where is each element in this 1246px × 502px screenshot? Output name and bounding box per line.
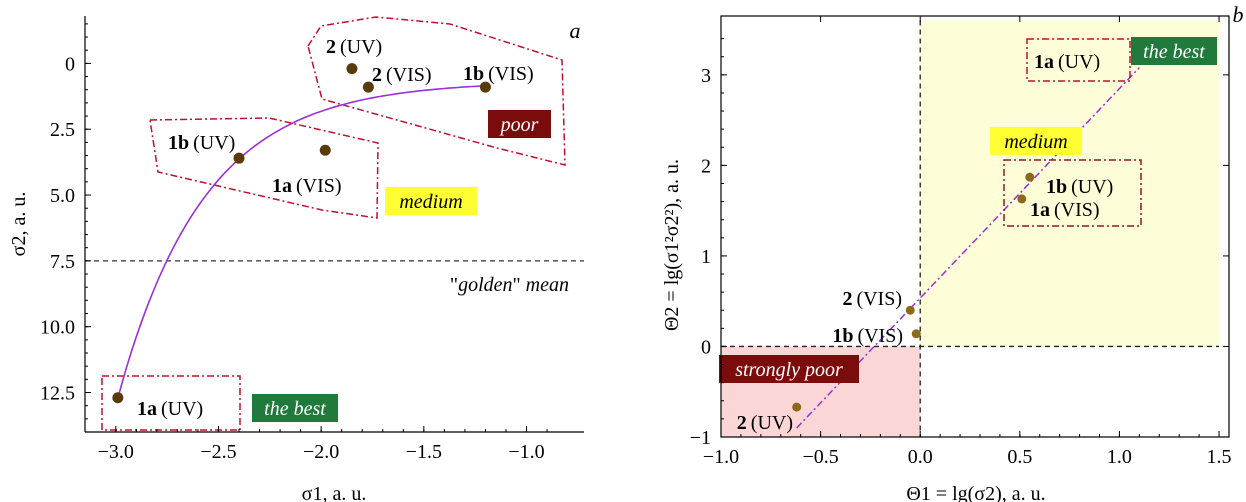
region-badge (719, 355, 859, 383)
point-label: 1b (VIS) (832, 325, 903, 347)
x-tick-label: −1.0 (703, 446, 739, 468)
data-point (319, 144, 331, 156)
region-medium: medium (990, 127, 1082, 155)
x-tick-label: −0.5 (802, 446, 838, 468)
point-label: 2 (VIS) (842, 288, 902, 310)
region-label: medium (1004, 131, 1067, 153)
y-tick-label: 0 (701, 336, 711, 358)
data-point (362, 81, 374, 93)
data-point (1025, 172, 1035, 182)
x-tick-label: −2.0 (303, 441, 339, 463)
panel-a: "golden" mean 1a (UV) 1a (VIS) 1b (UV) 1b (V… (8, 16, 584, 502)
region-label: strongly poor (735, 359, 843, 381)
y-tick-label: 1 (701, 246, 711, 268)
x-tick-label: 0.5 (1007, 446, 1032, 468)
data-point (346, 63, 358, 75)
point-label: 2 (UV) (737, 412, 793, 434)
y-tick-label: 3 (701, 65, 711, 87)
plot-frame (720, 15, 1230, 438)
region-medium: medium (385, 187, 477, 215)
y-tick-label: −1 (690, 427, 711, 449)
panel-b: 1a (UV) 1a (VIS)1b (UV) 1b (VIS) 2 (UV) 2 (V… (661, 2, 1244, 502)
golden-mean-label: "golden" mean (450, 274, 569, 296)
data-point (1017, 194, 1027, 204)
x-axis-label: Θ1 = lg(σ2), a. u. (906, 483, 1045, 502)
medium-zone (920, 20, 1220, 347)
region-the-best: the best (1131, 37, 1217, 65)
x-axis-label: σ1, a. u. (302, 483, 367, 502)
data-point (112, 392, 124, 404)
point-label: 1b (VIS) (463, 63, 534, 85)
x-tick-label: 1.5 (1207, 446, 1232, 468)
point-label: 1b (UV) (1046, 176, 1113, 198)
point-label: 2 (VIS) (372, 64, 432, 86)
frame-1a-1b (1003, 159, 1142, 227)
point-label: 1a (UV) (1034, 51, 1100, 73)
region-poor: poor (488, 110, 551, 138)
point-label: 1a (VIS) (1030, 199, 1100, 221)
y-tick-label: 7.5 (50, 251, 75, 273)
region-badge (990, 127, 1082, 155)
x-tick-label: 0.0 (908, 446, 933, 468)
frame-1a-uv (101, 375, 241, 431)
region-badge (1131, 37, 1217, 65)
frame-2-1b-vis (307, 16, 566, 166)
panel-label: a (570, 18, 581, 43)
region-label: the best (264, 398, 326, 420)
data-point (911, 329, 921, 339)
y-tick-label: 10.0 (40, 317, 75, 339)
y-axis-label: σ2, a. u. (8, 192, 30, 257)
point-label: 1a (UV) (137, 398, 203, 420)
region-badge (252, 394, 338, 422)
data-point (905, 305, 915, 315)
x-tick-label: −1.5 (406, 441, 442, 463)
region-badge (385, 187, 477, 215)
region-the-best: the best (252, 394, 338, 422)
x-tick-label: −2.5 (200, 441, 236, 463)
y-tick-label: 12.5 (40, 383, 75, 405)
fit-curve (117, 85, 486, 399)
data-point (479, 81, 491, 93)
point-label: 2 (UV) (326, 36, 382, 58)
region-label: poor (499, 114, 539, 136)
region-badge (488, 110, 551, 138)
point-label: 1a (VIS) (272, 175, 342, 197)
x-tick-label: −3.0 (98, 441, 134, 463)
y-tick-label: 2.5 (50, 119, 75, 141)
y-tick-label: 0 (65, 53, 75, 75)
region-label: the best (1143, 41, 1205, 63)
point-label: 1b (UV) (168, 132, 235, 154)
y-tick-label: 5.0 (50, 185, 75, 207)
panel-label: b (1233, 2, 1244, 27)
data-point (792, 402, 802, 412)
frame-1a-1b (149, 117, 379, 219)
frame-1a-uv (1026, 38, 1131, 82)
y-axis-label: Θ2 = lg(σ1²σ2²), a. u. (661, 159, 683, 331)
region-strongly-poor: strongly poor (719, 355, 859, 383)
region-label: medium (399, 191, 462, 213)
x-tick-label: 1.0 (1107, 446, 1132, 468)
x-tick-label: −1.0 (508, 441, 544, 463)
y-tick-label: 2 (701, 155, 711, 177)
data-point (233, 152, 245, 164)
